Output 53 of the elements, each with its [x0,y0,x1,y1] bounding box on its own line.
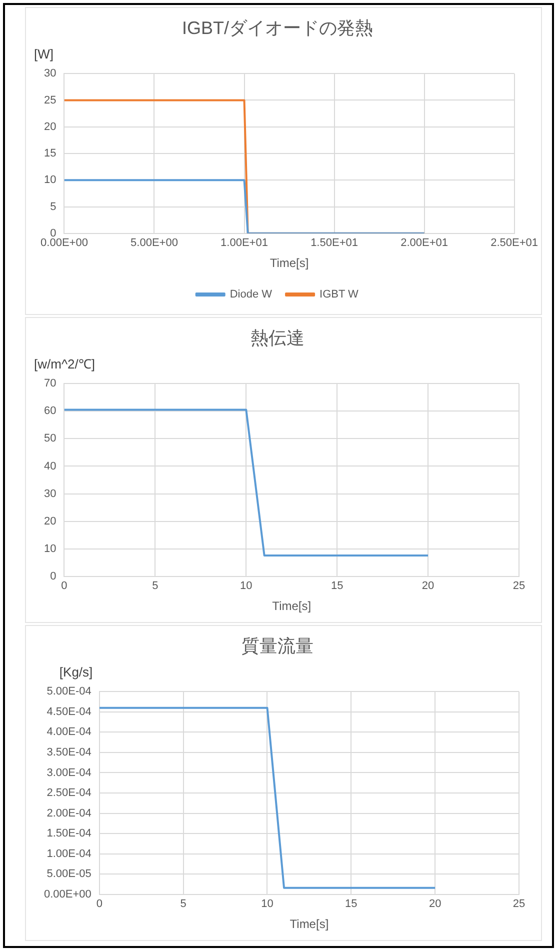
y-tick-label: 0 [50,570,56,582]
x-tick-label: 20 [422,580,434,592]
y-tick-label: 30 [44,68,56,80]
y-tick-label: 5.00E-05 [46,868,92,880]
y-tick-label: 2.00E-04 [46,807,92,820]
x-tick-label: 20 [428,898,442,910]
y-tick-label: 3.00E-04 [46,766,92,779]
y-tick-label: 30 [44,488,56,500]
x-tick-label: 2.00E+01 [400,237,448,250]
y-axis-title: [Kg/s] [59,664,93,680]
x-tick-label: 15 [345,898,358,910]
chart-title: IGBT/ダイオードの発熱 [182,18,374,38]
legend-label: IGBT W [320,288,360,301]
legend-label: Diode W [230,288,273,301]
x-axis-title: Time[s] [290,917,329,932]
x-tick-label: 1.50E+01 [310,237,358,250]
y-tick-label: 3.50E-04 [46,746,92,758]
x-axis-title: Time[s] [270,256,309,270]
y-tick-label: 70 [44,378,56,390]
y-tick-label: 1.00E-04 [46,848,92,860]
x-tick-label: 5 [152,580,158,592]
y-tick-label: 40 [44,460,56,472]
x-tick-label: 25 [512,580,526,592]
y-tick-label: 10 [44,174,56,186]
chart-title: 質量流量 [242,636,314,656]
x-tick-label: 10 [261,898,274,910]
y-tick-label: 5 [50,200,56,213]
x-tick-label: 10 [240,580,252,592]
y-tick-label: 50 [44,432,56,445]
y-axis-title: [w/m^2/℃] [34,356,95,372]
x-tick-label: 15 [330,580,344,592]
chart-title: 熱伝達 [250,328,304,348]
y-tick-label: 5.00E-04 [46,686,92,698]
y-tick-label: 4.00E-04 [46,726,92,738]
y-axis-title: [W] [34,46,54,62]
y-tick-label: 4.50E-04 [46,706,92,718]
x-tick-label: 5.00E+00 [130,237,178,250]
x-tick-label: 2.50E+01 [490,237,538,250]
y-tick-label: 60 [44,405,56,418]
x-tick-label: 25 [512,898,526,910]
x-tick-label: 5 [180,898,186,910]
x-tick-label: 0 [96,898,102,910]
y-tick-label: 2.50E-04 [46,787,92,800]
y-tick-label: 0 [50,227,56,240]
y-tick-label: 20 [44,515,56,528]
y-tick-label: 0.00E+00 [44,888,92,900]
x-tick-label: 1.00E+01 [220,237,268,250]
y-tick-label: 25 [44,94,56,106]
y-tick-label: 15 [44,148,56,160]
y-tick-label: 1.50E-04 [46,828,92,840]
x-axis-title: Time[s] [272,599,312,614]
y-tick-label: 20 [44,120,56,133]
y-tick-label: 10 [44,542,56,555]
